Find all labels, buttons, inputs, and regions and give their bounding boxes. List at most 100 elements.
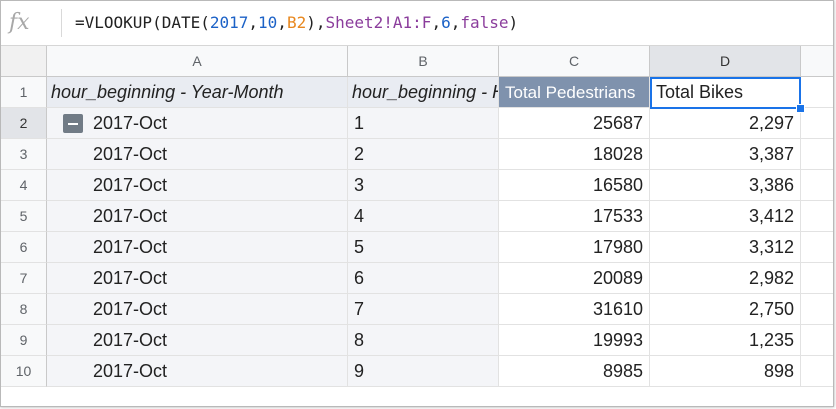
row-number[interactable]: 8	[1, 294, 47, 325]
formula-token: )	[508, 13, 519, 32]
cell-year-month[interactable]: 2017-Oct	[47, 170, 348, 201]
header-total-bikes[interactable]: Total Bikes	[650, 77, 801, 108]
column-header-e[interactable]	[801, 46, 833, 77]
formula-bar: fx =VLOOKUP(DATE(2017,10,B2),Sheet2!A1:F…	[1, 1, 833, 46]
row-number[interactable]: 2	[1, 108, 47, 139]
column-header-c[interactable]: C	[499, 46, 650, 77]
cell-hour[interactable]: 1	[348, 108, 499, 139]
table-row: 2 2017-Oct 1 25687 2,297	[1, 108, 833, 139]
table-row: 3 2017-Oct 2 18028 3,387	[1, 139, 833, 170]
column-header-a[interactable]: A	[47, 46, 348, 77]
table-row: 1 hour_beginning - Year-Month hour_begin…	[1, 77, 833, 108]
formula-token: =VLOOKUP(DATE(	[75, 13, 210, 32]
table-row: 10 2017-Oct 9 8985 898	[1, 356, 833, 387]
formula-token: ,	[248, 13, 259, 32]
cell-year-month[interactable]: 2017-Oct	[47, 325, 348, 356]
cell-total-pedestrians[interactable]: 8985	[499, 356, 650, 387]
formula-token: 2017	[209, 13, 249, 32]
pivot-header-hour[interactable]: hour_beginning - Hour	[348, 77, 499, 108]
cell-text: 2017-Oct	[93, 113, 168, 133]
cell-hour[interactable]: 2	[348, 139, 499, 170]
cell-total-bikes[interactable]: 2,750	[650, 294, 801, 325]
cell-total-bikes[interactable]: 3,312	[650, 232, 801, 263]
cell-total-pedestrians[interactable]: 20089	[499, 263, 650, 294]
empty-cell[interactable]	[801, 170, 833, 201]
cell-year-month[interactable]: 2017-Oct	[47, 263, 348, 294]
cell-hour[interactable]: 5	[348, 232, 499, 263]
formula-token: 6	[441, 13, 451, 32]
pivot-header-year-month[interactable]: hour_beginning - Year-Month	[47, 77, 348, 108]
row-number[interactable]: 6	[1, 232, 47, 263]
row-number[interactable]: 1	[1, 77, 47, 108]
collapse-group-icon[interactable]	[63, 114, 83, 133]
empty-cell[interactable]	[801, 325, 833, 356]
column-header-d[interactable]: D	[650, 46, 801, 77]
fill-handle[interactable]	[796, 104, 805, 113]
formula-token: ),	[306, 13, 326, 32]
cell-total-bikes[interactable]: 3,386	[650, 170, 801, 201]
empty-cell[interactable]	[801, 77, 833, 108]
formula-bar-divider	[61, 9, 62, 37]
cell-year-month[interactable]: 2017-Oct	[47, 108, 348, 139]
empty-cell[interactable]	[801, 294, 833, 325]
select-all-corner[interactable]	[1, 46, 47, 77]
empty-cell[interactable]	[801, 232, 833, 263]
table-row: 7 2017-Oct 6 20089 2,982	[1, 263, 833, 294]
formula-input[interactable]: =VLOOKUP(DATE(2017,10,B2),Sheet2!A1:F,6,…	[75, 12, 518, 34]
cell-total-bikes[interactable]: 3,412	[650, 201, 801, 232]
cell-total-bikes[interactable]: 1,235	[650, 325, 801, 356]
cell-text: 2017-Oct	[93, 206, 168, 226]
cell-hour[interactable]: 4	[348, 201, 499, 232]
cell-total-pedestrians[interactable]: 17533	[499, 201, 650, 232]
row-number[interactable]: 3	[1, 139, 47, 170]
cell-year-month[interactable]: 2017-Oct	[47, 139, 348, 170]
empty-cell[interactable]	[801, 356, 833, 387]
cell-hour[interactable]: 3	[348, 170, 499, 201]
cell-year-month[interactable]: 2017-Oct	[47, 232, 348, 263]
row-number[interactable]: 10	[1, 356, 47, 387]
cell-text: 2017-Oct	[93, 299, 168, 319]
formula-token: false	[460, 13, 509, 32]
formula-token: ,	[450, 13, 461, 32]
cell-year-month[interactable]: 2017-Oct	[47, 201, 348, 232]
column-header-row: A B C D	[1, 46, 833, 77]
cell-total-pedestrians[interactable]: 17980	[499, 232, 650, 263]
cell-text: 2017-Oct	[93, 175, 168, 195]
empty-cell[interactable]	[801, 201, 833, 232]
cell-hour[interactable]: 8	[348, 325, 499, 356]
fx-icon: fx	[9, 10, 30, 35]
cell-total-pedestrians[interactable]: 19993	[499, 325, 650, 356]
cell-text: 2017-Oct	[93, 144, 168, 164]
cell-total-bikes[interactable]: 2,982	[650, 263, 801, 294]
pivot-header-total-pedestrians[interactable]: Total Pedestrians	[499, 77, 650, 108]
empty-cell[interactable]	[801, 263, 833, 294]
row-number[interactable]: 4	[1, 170, 47, 201]
row-number[interactable]: 9	[1, 325, 47, 356]
formula-token: Sheet2!A1:F	[325, 13, 432, 32]
cell-hour[interactable]: 6	[348, 263, 499, 294]
table-row: 4 2017-Oct 3 16580 3,386	[1, 170, 833, 201]
cell-text: 2017-Oct	[93, 237, 168, 257]
cell-total-bikes[interactable]: 3,387	[650, 139, 801, 170]
table-row: 8 2017-Oct 7 31610 2,750	[1, 294, 833, 325]
row-number[interactable]: 5	[1, 201, 47, 232]
cell-total-pedestrians[interactable]: 25687	[499, 108, 650, 139]
formula-token: ,	[277, 13, 287, 32]
cell-total-pedestrians[interactable]: 18028	[499, 139, 650, 170]
cell-total-bikes[interactable]: 2,297	[650, 108, 801, 139]
cell-hour[interactable]: 9	[348, 356, 499, 387]
row-number[interactable]: 7	[1, 263, 47, 294]
column-header-b[interactable]: B	[348, 46, 499, 77]
cell-year-month[interactable]: 2017-Oct	[47, 294, 348, 325]
cell-total-bikes[interactable]: 898	[650, 356, 801, 387]
cell-total-pedestrians[interactable]: 31610	[499, 294, 650, 325]
cell-total-pedestrians[interactable]: 16580	[499, 170, 650, 201]
empty-cell[interactable]	[801, 139, 833, 170]
cell-year-month[interactable]: 2017-Oct	[47, 356, 348, 387]
formula-token: ,	[431, 13, 442, 32]
table-row: 5 2017-Oct 4 17533 3,412	[1, 201, 833, 232]
cell-hour[interactable]: 7	[348, 294, 499, 325]
empty-cell[interactable]	[801, 108, 833, 139]
table-row: 9 2017-Oct 8 19993 1,235	[1, 325, 833, 356]
